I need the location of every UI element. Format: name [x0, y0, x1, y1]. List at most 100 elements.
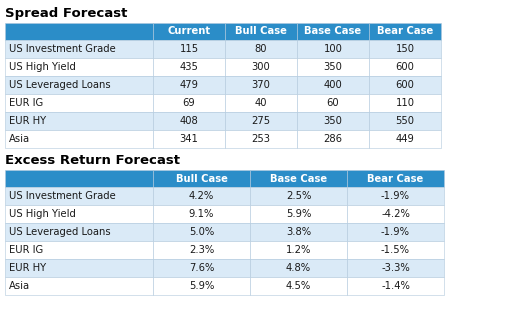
- Bar: [153, 76, 225, 94]
- Text: Base Case: Base Case: [304, 26, 362, 36]
- Text: 350: 350: [323, 62, 342, 72]
- Bar: [5, 76, 153, 94]
- Text: Bull Case: Bull Case: [235, 26, 287, 36]
- Text: 4.2%: 4.2%: [189, 191, 214, 201]
- Text: US Leveraged Loans: US Leveraged Loans: [9, 227, 111, 237]
- Text: -1.9%: -1.9%: [381, 191, 410, 201]
- Text: 449: 449: [396, 134, 415, 144]
- Bar: [5, 187, 153, 205]
- Bar: [225, 112, 297, 130]
- Text: Base Case: Base Case: [270, 174, 327, 183]
- Bar: [225, 23, 297, 40]
- Bar: [153, 205, 250, 223]
- Bar: [347, 259, 444, 277]
- Bar: [225, 40, 297, 58]
- Text: -3.3%: -3.3%: [381, 263, 410, 273]
- Text: Excess Return Forecast: Excess Return Forecast: [5, 154, 180, 167]
- Bar: [347, 223, 444, 241]
- Text: 600: 600: [396, 80, 415, 90]
- Text: 7.6%: 7.6%: [189, 263, 214, 273]
- Text: 400: 400: [323, 80, 342, 90]
- Bar: [347, 205, 444, 223]
- Text: 5.9%: 5.9%: [286, 209, 311, 219]
- Bar: [225, 94, 297, 112]
- Bar: [153, 241, 250, 259]
- Bar: [250, 277, 347, 295]
- Bar: [5, 205, 153, 223]
- Bar: [347, 170, 444, 187]
- Bar: [297, 58, 369, 76]
- Text: 479: 479: [180, 80, 198, 90]
- Bar: [347, 277, 444, 295]
- Text: 286: 286: [323, 134, 342, 144]
- Text: US High Yield: US High Yield: [9, 62, 76, 72]
- Text: 435: 435: [180, 62, 198, 72]
- Bar: [153, 223, 250, 241]
- Bar: [347, 187, 444, 205]
- Bar: [250, 187, 347, 205]
- Bar: [369, 58, 441, 76]
- Text: 80: 80: [255, 44, 267, 54]
- Text: 100: 100: [323, 44, 342, 54]
- Text: 9.1%: 9.1%: [189, 209, 214, 219]
- Text: -1.4%: -1.4%: [381, 281, 410, 291]
- Text: 350: 350: [323, 116, 342, 126]
- Text: US Investment Grade: US Investment Grade: [9, 191, 116, 201]
- Text: US High Yield: US High Yield: [9, 209, 76, 219]
- Text: 408: 408: [180, 116, 198, 126]
- Bar: [250, 205, 347, 223]
- Text: Spread Forecast: Spread Forecast: [5, 8, 127, 20]
- Text: Asia: Asia: [9, 134, 30, 144]
- Text: 5.9%: 5.9%: [189, 281, 214, 291]
- Text: Current: Current: [167, 26, 211, 36]
- Bar: [5, 94, 153, 112]
- Text: 300: 300: [252, 62, 270, 72]
- Text: 2.5%: 2.5%: [286, 191, 311, 201]
- Bar: [225, 58, 297, 76]
- Bar: [153, 58, 225, 76]
- Bar: [5, 277, 153, 295]
- Text: 550: 550: [396, 116, 415, 126]
- Bar: [369, 23, 441, 40]
- Text: 2.3%: 2.3%: [189, 245, 214, 255]
- Bar: [5, 259, 153, 277]
- Bar: [297, 94, 369, 112]
- Bar: [5, 241, 153, 259]
- Text: 4.5%: 4.5%: [286, 281, 311, 291]
- Bar: [347, 241, 444, 259]
- Text: Bear Case: Bear Case: [367, 174, 424, 183]
- Text: EUR IG: EUR IG: [9, 98, 43, 108]
- Bar: [153, 130, 225, 148]
- Bar: [297, 23, 369, 40]
- Text: 1.2%: 1.2%: [286, 245, 311, 255]
- Bar: [5, 40, 153, 58]
- Bar: [153, 259, 250, 277]
- Text: US Investment Grade: US Investment Grade: [9, 44, 116, 54]
- Text: 370: 370: [251, 80, 270, 90]
- Text: 110: 110: [396, 98, 415, 108]
- Bar: [153, 187, 250, 205]
- Text: 40: 40: [255, 98, 267, 108]
- Text: 150: 150: [396, 44, 415, 54]
- Text: 115: 115: [179, 44, 199, 54]
- Text: 600: 600: [396, 62, 415, 72]
- Text: 275: 275: [251, 116, 270, 126]
- Text: -4.2%: -4.2%: [381, 209, 410, 219]
- Bar: [153, 112, 225, 130]
- Bar: [250, 170, 347, 187]
- Text: 60: 60: [327, 98, 339, 108]
- Text: -1.9%: -1.9%: [381, 227, 410, 237]
- Bar: [250, 259, 347, 277]
- Bar: [297, 76, 369, 94]
- Text: 3.8%: 3.8%: [286, 227, 311, 237]
- Text: 5.0%: 5.0%: [189, 227, 214, 237]
- Text: EUR HY: EUR HY: [9, 116, 46, 126]
- Text: US Leveraged Loans: US Leveraged Loans: [9, 80, 111, 90]
- Bar: [369, 94, 441, 112]
- Text: 341: 341: [180, 134, 198, 144]
- Bar: [297, 112, 369, 130]
- Bar: [5, 170, 153, 187]
- Bar: [369, 40, 441, 58]
- Bar: [369, 76, 441, 94]
- Bar: [153, 40, 225, 58]
